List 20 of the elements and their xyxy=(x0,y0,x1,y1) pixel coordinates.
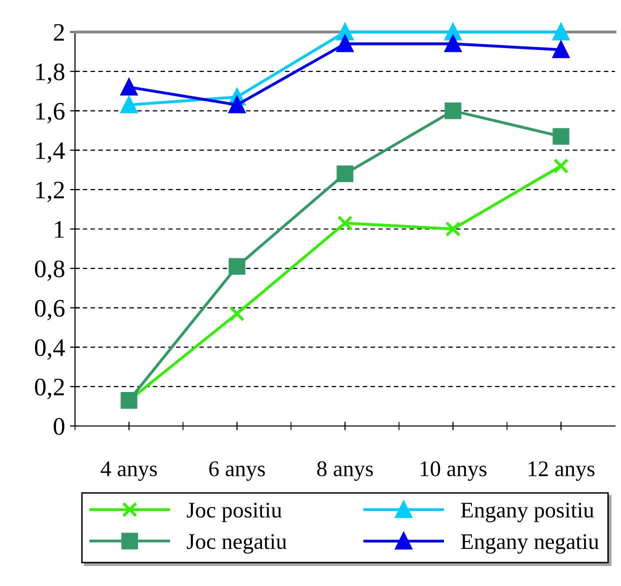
y-tick-label: 0 xyxy=(54,418,64,435)
x-tick-label: 10 anys xyxy=(420,461,486,481)
y-tick-label: 0,8 xyxy=(34,260,64,281)
x-tick-label: 4 anys xyxy=(100,461,157,481)
y-tick-label: 0,4 xyxy=(34,339,65,360)
y-tick-label: 0,6 xyxy=(34,300,65,320)
y-tick-label: 1,6 xyxy=(36,102,65,124)
x-tick-label: 12 anys xyxy=(528,461,594,481)
legend-label: Joc negatiu xyxy=(186,534,287,554)
y-tick-label: 1,4 xyxy=(36,142,65,163)
y-tick-label: 1 xyxy=(54,221,64,238)
y-tick-label: 2 xyxy=(54,24,64,41)
x-tick-label: 8 anys xyxy=(317,461,373,481)
y-tick-label: 1,8 xyxy=(36,63,64,84)
legend-label: Engany negatiu xyxy=(460,534,599,554)
legend-label: Joc positiu xyxy=(186,502,282,522)
y-tick-label: 0,2 xyxy=(34,378,64,400)
x-tick-label: 6 anys xyxy=(209,461,265,481)
y-tick-label: 1,2 xyxy=(36,182,64,202)
legend-label: Engany positiu xyxy=(460,502,594,522)
